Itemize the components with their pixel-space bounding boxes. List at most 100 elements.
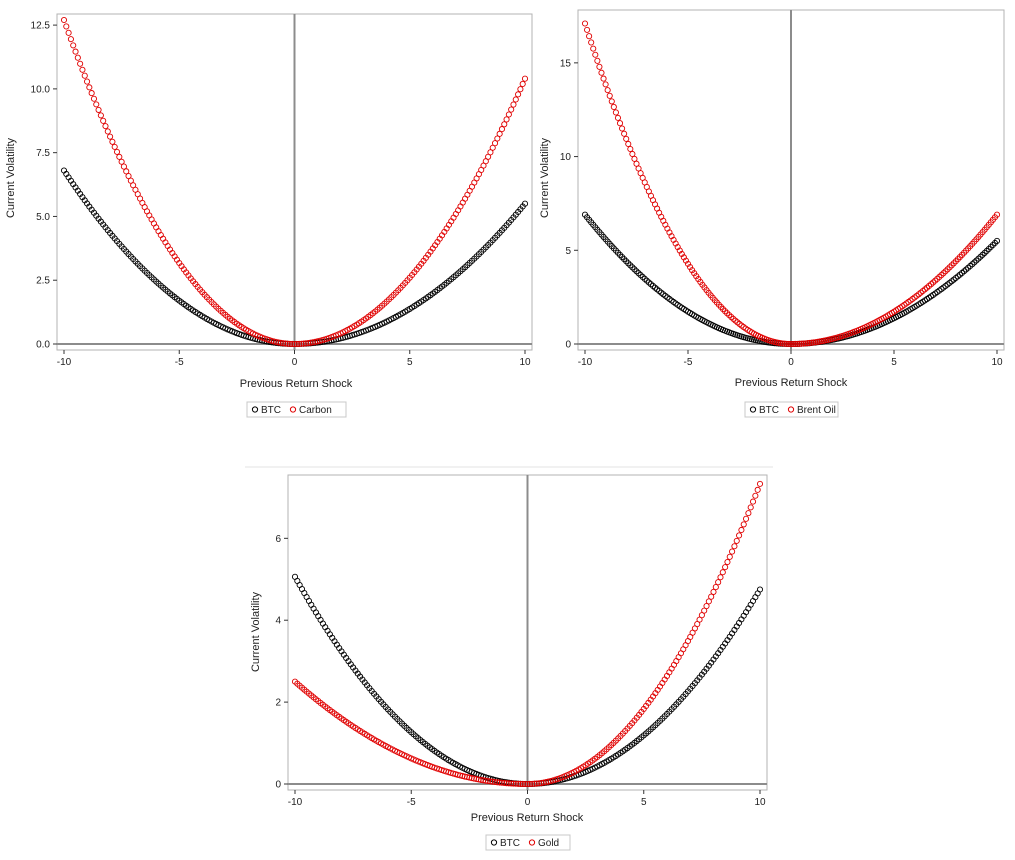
data-point [521, 75, 529, 82]
data-point [629, 150, 636, 158]
y-tick-label: 2.5 [36, 276, 50, 287]
data-point [508, 106, 515, 113]
legend: BTC Brent Oil [744, 401, 839, 418]
data-point [777, 340, 784, 347]
data-point [475, 776, 482, 783]
data-point [989, 241, 996, 249]
y-tick-label: 0.0 [36, 340, 50, 351]
data-point [722, 564, 729, 571]
legend-label: BTC [500, 838, 520, 849]
data-point [284, 340, 291, 347]
data-point [627, 145, 634, 153]
data-point [521, 200, 529, 207]
data-point [800, 340, 807, 347]
data-point [619, 125, 626, 132]
data-point [754, 486, 761, 493]
data-point [496, 130, 503, 137]
data-point [635, 270, 642, 277]
data-point [689, 267, 696, 274]
data-point [790, 340, 797, 348]
data-point [783, 340, 790, 347]
data-point [987, 243, 994, 251]
data-point [70, 42, 77, 49]
data-point [581, 20, 589, 27]
data-point [116, 153, 123, 160]
data-point [72, 48, 79, 55]
data-point [798, 340, 805, 347]
legend-marker [490, 839, 498, 846]
data-point [729, 548, 736, 555]
series-carbon [60, 16, 529, 348]
data-point [501, 779, 508, 787]
y-tick-label: 10.0 [31, 84, 51, 95]
y-tick-label: 0 [275, 780, 281, 791]
data-point [491, 778, 499, 786]
data-point [743, 515, 750, 522]
data-point [584, 26, 591, 33]
data-point [104, 128, 111, 135]
data-point [684, 260, 692, 267]
x-axis-label: Previous Return Shock [471, 812, 584, 824]
data-point [602, 81, 609, 88]
data-point [944, 266, 951, 273]
x-tick-label: 5 [891, 357, 897, 368]
data-point [273, 338, 280, 345]
legend-label: Carbon [299, 405, 332, 416]
data-point [300, 340, 307, 347]
data-point [775, 339, 782, 346]
data-point [84, 78, 91, 85]
data-point [88, 90, 95, 97]
chart-panel-2: -10 -5 0 5 10 0 5 10 15 Previous Return Shock Curr… [539, 9, 1005, 418]
data-point [505, 111, 512, 118]
data-point [740, 521, 747, 528]
data-point [65, 29, 72, 36]
data-point [946, 264, 953, 271]
data-point [736, 532, 743, 539]
data-point [728, 313, 735, 321]
data-point [526, 780, 533, 788]
data-point [726, 553, 733, 560]
data-point [153, 224, 160, 231]
chart-panel-1: -10 -5 0 5 10 0.0 2.5 5.0 7.5 10.0 12.5 Previous Re… [5, 13, 533, 418]
data-point [307, 339, 314, 346]
data-point [606, 92, 613, 99]
data-point [517, 780, 524, 787]
y-axis-label: Current Volatility [250, 591, 262, 672]
data-point [710, 588, 717, 595]
data-point [515, 780, 522, 787]
y-tick-label: 6 [275, 534, 281, 545]
legend-label: BTC [261, 405, 281, 416]
data-point [79, 66, 86, 73]
data-point [724, 558, 731, 566]
data-point [749, 498, 757, 505]
data-point [983, 247, 990, 255]
data-point [950, 260, 957, 267]
data-point [936, 273, 943, 281]
data-point [118, 158, 125, 165]
y-tick-label: 10 [560, 152, 572, 163]
data-point [291, 340, 298, 348]
data-point [641, 275, 648, 282]
data-point [459, 199, 466, 206]
y-tick-label: 5.0 [36, 212, 50, 223]
data-point [531, 780, 538, 787]
x-tick-label: 0 [788, 357, 794, 368]
data-point [482, 777, 489, 784]
data-point [97, 112, 104, 119]
data-point [754, 590, 761, 597]
data-point [522, 780, 529, 788]
data-point [598, 69, 605, 76]
data-point [298, 340, 305, 347]
data-point [592, 51, 599, 58]
data-point [625, 140, 632, 148]
data-point [639, 273, 646, 281]
data-point [993, 211, 1001, 218]
y-axis-label: Current Volatility [5, 137, 17, 218]
data-point [717, 574, 724, 581]
data-point [125, 172, 132, 180]
data-point [633, 268, 640, 275]
x-tick-label: 0 [292, 357, 298, 368]
data-point [796, 340, 803, 347]
data-point [614, 114, 622, 121]
data-point [277, 339, 284, 346]
